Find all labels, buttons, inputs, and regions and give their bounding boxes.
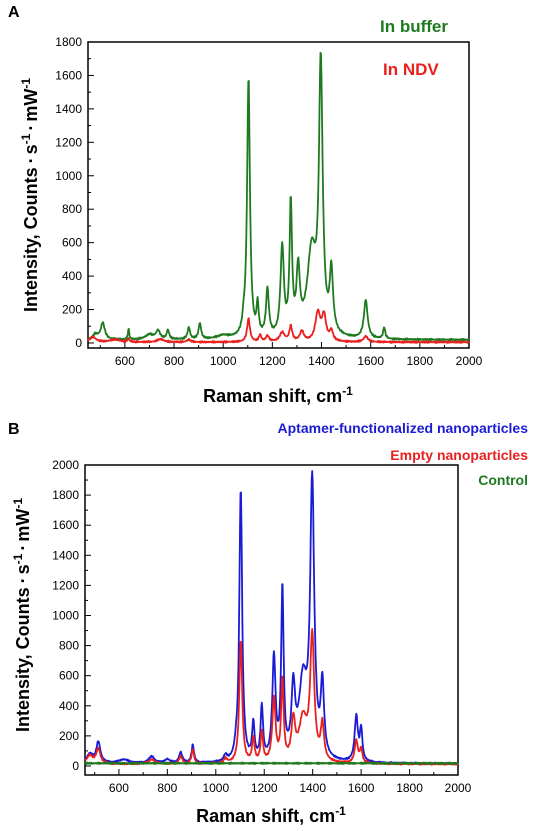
y-tick-label: 1200 (52, 578, 79, 592)
panel-a-y-axis-title-sup1: -1 (19, 133, 33, 144)
x-tick-label: 600 (115, 354, 135, 368)
panel-a-legend-ndv: In NDV (383, 60, 439, 79)
x-tick-label: 1400 (299, 781, 326, 795)
panel-a-x-axis-title: Raman shift, cm-1 (203, 384, 353, 406)
panel-a-x-axis-title-text: Raman shift, cm (203, 386, 342, 406)
series-line-3 (84, 761, 459, 766)
y-tick-label: 0 (75, 336, 82, 350)
panel-a-series (87, 51, 470, 344)
y-tick-label: 600 (62, 236, 82, 250)
panel-a-y-axis-title-text: Intensity, Counts (21, 167, 41, 312)
x-tick-label: 2000 (456, 354, 483, 368)
y-tick-label: 1400 (52, 548, 79, 562)
panel-a-y-axis-title-unit: mW (21, 89, 41, 122)
y-tick-label: 0 (72, 759, 79, 773)
y-tick-label: 1600 (52, 518, 79, 532)
panel-b: B 600 800 1000 1200 1400 1600 1800 200002004006… (8, 420, 528, 826)
x-tick-label: 1000 (202, 781, 229, 795)
panel-b-y-axis-title: Intensity, Counts·s-1·mW-1 (11, 498, 33, 732)
series-line-1 (87, 51, 470, 342)
x-tick-label: 800 (164, 354, 184, 368)
panel-a-ticks: 600 800 1000 1200 1400 1600 1800 2000 0 200 400 600… (55, 35, 482, 368)
x-tick-label: 1600 (357, 354, 384, 368)
x-tick-label: 1800 (406, 354, 433, 368)
x-tick-label: 1800 (396, 781, 423, 795)
panel-a-x-axis-title-sup: -1 (342, 384, 353, 398)
panel-a: A 600 800 1000 1200 1400 1600 1800 200002004006… (8, 4, 483, 406)
panel-b-series (84, 470, 459, 766)
y-tick-label: 1000 (55, 169, 82, 183)
x-tick-label: 600 (109, 781, 129, 795)
panel-b-x-axis-title-sup: -1 (335, 804, 346, 818)
series-line-2 (87, 308, 470, 344)
panel-b-ticks: 600 800 1000 1200 1400 1600 1800 2000 0 200 400 600… (52, 458, 471, 795)
x-tick-label: 800 (157, 781, 177, 795)
y-tick-label: 200 (62, 303, 82, 317)
panel-b-x-axis-title: Raman shift, cm-1 (196, 804, 346, 826)
panel-b-legend-control: Control (478, 472, 528, 488)
x-tick-label: 1200 (251, 781, 278, 795)
y-tick-label: 1800 (52, 488, 79, 502)
panel-b-plot-frame (84, 464, 459, 776)
y-tick-label: 1400 (55, 102, 82, 116)
series-line-1 (84, 470, 459, 766)
panel-b-y-axis-title-sup1: -1 (11, 553, 25, 564)
panel-b-y-axis-title-s: s (13, 564, 33, 574)
panel-a-plot-frame (87, 41, 470, 349)
y-tick-label: 400 (59, 699, 79, 713)
panel-a-legend-buffer: In buffer (380, 17, 448, 36)
x-tick-label: 1400 (308, 354, 335, 368)
y-tick-label: 1200 (55, 135, 82, 149)
y-tick-label: 200 (59, 729, 79, 743)
panel-a-y-axis-title-s: s (21, 144, 41, 154)
x-tick-label: 1200 (259, 354, 286, 368)
y-tick-label: 2000 (52, 458, 79, 472)
y-tick-label: 600 (59, 669, 79, 683)
panel-b-y-axis-title-text: Intensity, Counts (13, 587, 33, 732)
y-tick-label: 1800 (55, 35, 82, 49)
panel-a-letter: A (8, 4, 20, 21)
y-tick-label: 800 (62, 202, 82, 216)
y-tick-label: 1600 (55, 68, 82, 82)
panel-b-y-axis-title-unit: mW (13, 509, 33, 542)
panel-b-legend-aptamer: Aptamer-functionalized nanoparticles (278, 420, 529, 436)
panel-b-letter: B (8, 421, 20, 438)
x-tick-label: 2000 (445, 781, 472, 795)
y-tick-label: 1000 (52, 608, 79, 622)
panel-a-y-axis-title-sup2: -1 (19, 78, 33, 89)
panel-b-x-axis-title-text: Raman shift, cm (196, 806, 335, 826)
x-tick-label: 1600 (348, 781, 375, 795)
y-tick-label: 400 (62, 269, 82, 283)
panel-a-y-axis-title: Intensity, Counts·s-1·mW-1 (19, 78, 41, 312)
panel-b-legend-empty: Empty nanoparticles (390, 447, 528, 463)
x-tick-label: 1000 (210, 354, 237, 368)
y-tick-label: 800 (59, 639, 79, 653)
panel-b-y-axis-title-sup2: -1 (11, 498, 25, 509)
